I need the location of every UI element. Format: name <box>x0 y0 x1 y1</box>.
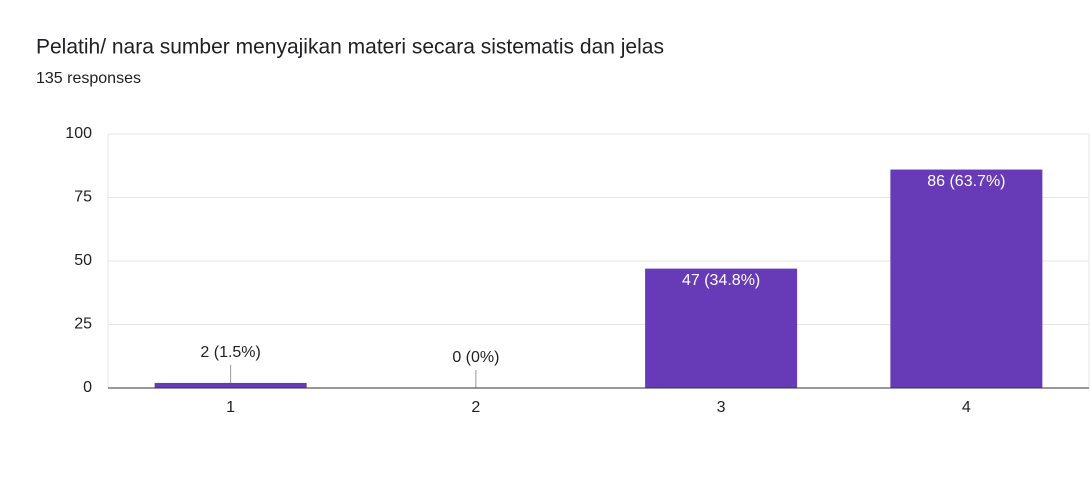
x-tick-label: 2 <box>471 399 480 416</box>
y-tick-label: 50 <box>74 252 92 269</box>
bar <box>154 382 307 388</box>
y-tick-label: 100 <box>65 125 92 142</box>
y-tick-label: 25 <box>74 316 92 333</box>
data-label: 47 (34.8%) <box>682 272 760 289</box>
data-label: 0 (0%) <box>452 349 499 366</box>
chart-title: Pelatih/ nara sumber menyajikan materi s… <box>36 36 664 59</box>
chart-subtitle: 135 responses <box>36 70 141 87</box>
y-tick-label: 75 <box>74 189 92 206</box>
bar <box>645 268 798 388</box>
x-tick-label: 4 <box>962 399 971 416</box>
x-tick-label: 1 <box>226 399 235 416</box>
data-label: 86 (63.7%) <box>927 173 1005 190</box>
bar <box>890 169 1043 388</box>
y-tick-label: 0 <box>83 379 92 396</box>
data-label: 2 (1.5%) <box>200 344 260 361</box>
x-tick-label: 3 <box>717 399 726 416</box>
